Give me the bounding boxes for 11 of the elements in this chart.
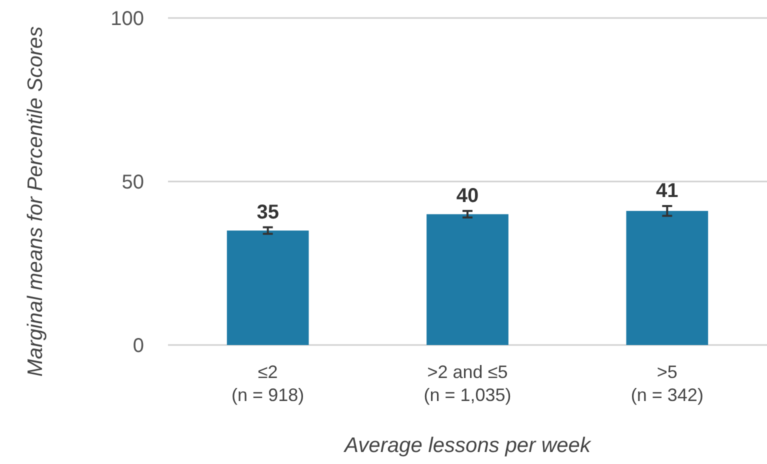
y-tick-label: 0 bbox=[132, 335, 144, 357]
y-tick-label: 100 bbox=[110, 8, 144, 30]
y-axis-title: Marginal means for Percentile Scores bbox=[24, 26, 47, 377]
x-tick-label: ≤2 (n = 918) bbox=[232, 362, 304, 405]
data-label: 41 bbox=[656, 180, 678, 202]
x-tick-label: >2 and ≤5 (n = 1,035) bbox=[424, 362, 512, 405]
x-axis-title: Average lessons per week bbox=[342, 434, 592, 457]
data-label: 35 bbox=[256, 201, 279, 224]
x-tick-label: >5 (n = 342) bbox=[630, 362, 704, 405]
data-label: 40 bbox=[456, 184, 479, 207]
y-tick-label: 50 bbox=[122, 172, 144, 194]
